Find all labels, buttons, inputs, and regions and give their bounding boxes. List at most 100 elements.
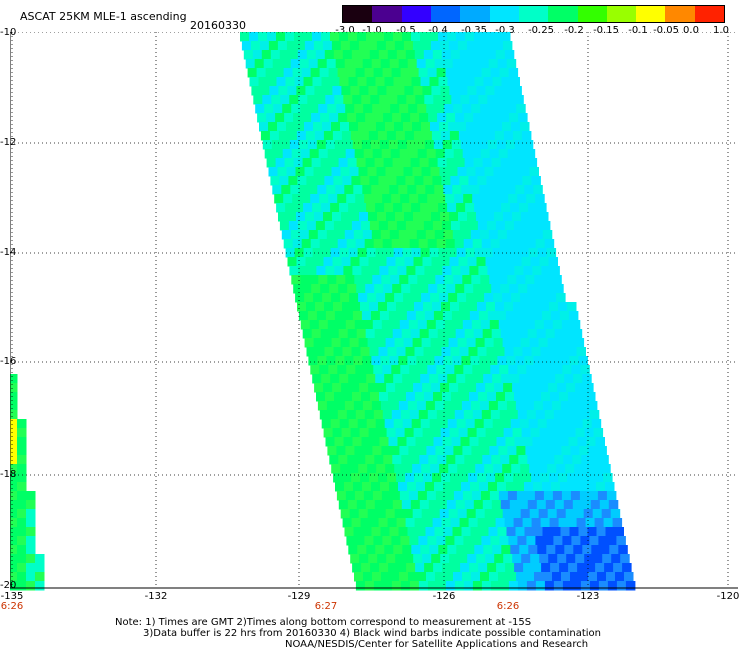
swath-cell: [588, 572, 598, 582]
swath-cell: [510, 248, 521, 258]
swath-cell: [544, 365, 554, 375]
swath-cell: [335, 185, 345, 195]
swath-cell: [430, 464, 440, 474]
swath-cell: [10, 374, 18, 384]
swath-cell: [423, 347, 433, 357]
swath-cell: [285, 32, 295, 42]
swath-cell: [549, 473, 559, 483]
swath-cell: [330, 32, 340, 42]
swath-cell: [541, 563, 551, 573]
swath-cell: [388, 563, 398, 573]
swath-cell: [310, 68, 321, 78]
swath-cell: [390, 320, 401, 330]
swath-cell: [276, 203, 286, 213]
swath-cell: [581, 455, 591, 465]
swath-cell: [463, 68, 474, 78]
swath-cell: [521, 554, 531, 564]
swath-cell: [618, 545, 628, 555]
swath-cell: [375, 419, 386, 429]
swath-cell: [357, 374, 367, 384]
swath-cell: [249, 77, 259, 87]
swath-cell: [452, 59, 463, 69]
swath-cell: [440, 554, 450, 564]
swath-cell: [337, 68, 348, 78]
swath-cell: [10, 428, 18, 438]
swath-cell: [533, 527, 543, 537]
swath-cell: [285, 77, 295, 87]
swath-cell: [575, 428, 586, 438]
swath-cell: [367, 464, 377, 474]
swath-cell: [557, 554, 567, 564]
swath-cell: [384, 203, 394, 213]
swath-cell: [479, 482, 489, 492]
swath-cell: [507, 104, 517, 114]
swath-cell: [625, 581, 636, 591]
swath-cell: [435, 446, 445, 456]
swath-cell: [451, 392, 461, 402]
swath-cell: [440, 428, 451, 438]
swath-cell: [542, 527, 552, 537]
swath-cell: [452, 527, 462, 537]
swath-cell: [362, 482, 372, 492]
colorbar-label: -0.25: [528, 25, 554, 36]
swath-cell: [463, 581, 474, 591]
swath-cell: [319, 239, 330, 249]
swath-cell: [404, 383, 414, 393]
swath-cell: [478, 392, 488, 402]
swath-cell: [309, 104, 319, 114]
swath-cell: [572, 500, 583, 510]
swath-cell: [357, 545, 367, 555]
swath-cell: [401, 455, 411, 465]
swath-cell: [395, 257, 405, 267]
swath-cell: [474, 32, 484, 42]
swath-cell: [401, 329, 412, 339]
swath-cell: [458, 383, 468, 393]
swath-cell: [559, 311, 570, 321]
swath-cell: [373, 410, 384, 420]
swath-cell: [605, 482, 615, 492]
swath-cell: [394, 338, 405, 348]
swath-cell: [361, 140, 372, 150]
swath-cell: [476, 554, 486, 564]
swath-cell: [418, 239, 429, 249]
swath-cell: [322, 41, 333, 51]
swath-cell: [414, 50, 425, 60]
swath-cell: [348, 77, 358, 87]
swath-cell: [358, 167, 368, 177]
swath-cell: [452, 230, 463, 240]
swath-cell: [368, 554, 378, 564]
swath-cell: [385, 293, 395, 303]
swath-cell: [313, 167, 323, 177]
swath-cell: [436, 365, 446, 375]
swath-cell: [545, 500, 556, 510]
swath-cell: [441, 176, 451, 186]
swath-cell: [429, 545, 439, 555]
swath-cell: [501, 419, 512, 429]
swath-cell: [441, 221, 452, 231]
swath-cell: [576, 473, 586, 483]
swath-cell: [352, 392, 362, 402]
swath-cell: [495, 473, 505, 483]
swath-cell: [528, 419, 539, 429]
swath-cell: [482, 158, 493, 168]
swath-cell: [526, 536, 536, 546]
swath-cell: [386, 428, 397, 438]
swath-cell: [404, 257, 414, 267]
swath-cell: [316, 140, 327, 150]
swath-cell: [555, 545, 565, 555]
swath-cell: [462, 446, 472, 456]
swath-cell: [429, 77, 439, 87]
swath-cell: [457, 338, 468, 348]
swath-cell: [425, 230, 436, 240]
swath-cell: [592, 464, 602, 474]
swath-cell: [341, 212, 351, 222]
swath-cell: [380, 356, 390, 366]
swath-cell: [329, 113, 339, 123]
swath-cell: [525, 446, 535, 456]
swath-cell: [359, 428, 370, 438]
swath-cell: [310, 239, 321, 249]
swath-cell: [514, 266, 524, 276]
swath-cell: [396, 347, 406, 357]
swath-cell: [426, 275, 436, 285]
swath-cell: [572, 455, 582, 465]
